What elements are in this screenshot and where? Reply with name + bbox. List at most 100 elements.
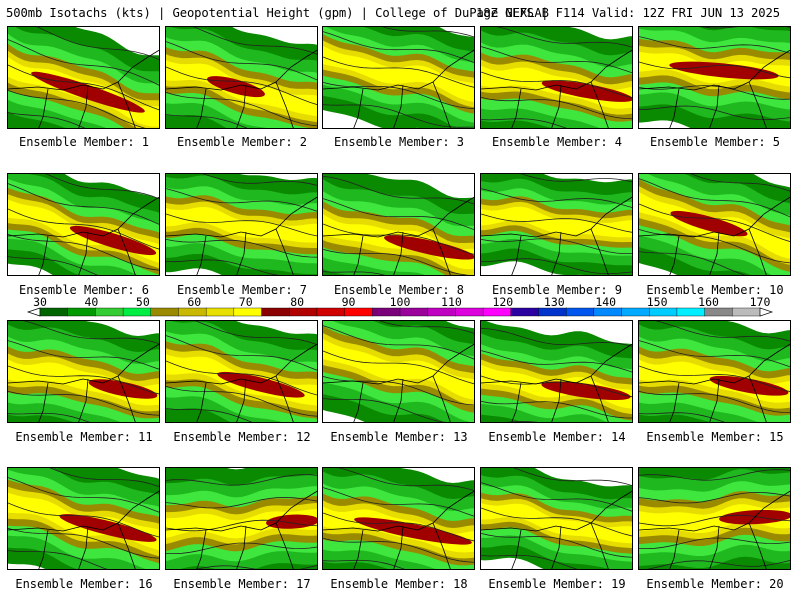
height-contour <box>8 528 159 559</box>
height-contour <box>8 412 91 422</box>
height-contour <box>166 41 317 81</box>
height-contour <box>481 350 632 373</box>
ensemble-member-map <box>165 320 318 423</box>
colorbar-swatch <box>455 307 484 317</box>
colorbar-tick: 140 <box>595 295 617 309</box>
ensemble-member-map <box>322 173 475 276</box>
height-contour <box>639 365 790 392</box>
height-contour <box>323 376 474 406</box>
colorbar-tick: 170 <box>749 295 771 309</box>
isotach-map <box>639 468 790 569</box>
height-contour <box>323 31 474 64</box>
jet-core-shading <box>354 517 472 545</box>
isotach-shading <box>323 339 474 400</box>
height-contour <box>639 537 790 550</box>
political-borders <box>481 49 632 128</box>
height-contour <box>8 234 159 271</box>
ensemble-member-label: Ensemble Member: 11 <box>15 430 153 444</box>
jet-core-shading <box>217 371 305 398</box>
colorbar-tick: 40 <box>84 295 99 309</box>
height-contour <box>22 321 159 344</box>
ensemble-member-label: Ensemble Member: 16 <box>15 577 153 591</box>
ensemble-member-map <box>7 467 160 570</box>
ensemble-member-map <box>165 173 318 276</box>
height-contour <box>194 321 317 345</box>
height-contour <box>382 27 474 38</box>
colorbar-tick: 90 <box>341 295 356 309</box>
isotach-map <box>481 174 632 275</box>
colorbar-swatch <box>538 307 567 317</box>
ensemble-member-label: Ensemble Member: 7 <box>176 283 308 297</box>
colorbar-swatch <box>649 307 678 317</box>
height-contour <box>323 325 474 360</box>
height-contour <box>654 321 790 342</box>
colorbar-swatch <box>39 307 69 317</box>
ensemble-member-label: Ensemble Member: 12 <box>173 430 311 444</box>
ensemble-member-label: Ensemble Member: 2 <box>176 135 308 149</box>
height-contour <box>8 340 159 370</box>
height-contour <box>481 533 632 558</box>
map-header: 500mb Isotachs (kts) | Geopotential Heig… <box>6 5 796 21</box>
ensemble-member-label: Ensemble Member: 18 <box>330 577 468 591</box>
political-borders <box>8 196 159 275</box>
height-contour <box>639 412 725 422</box>
isotach-map <box>323 174 474 275</box>
height-contour <box>323 538 474 563</box>
colorbar-swatch <box>593 307 623 317</box>
height-contour <box>323 350 474 385</box>
colorbar-swatch <box>427 307 457 317</box>
height-contour <box>8 64 159 111</box>
height-contour <box>192 27 317 55</box>
colorbar-swatches <box>26 307 774 317</box>
height-contour <box>639 178 790 218</box>
isotach-map <box>481 468 632 569</box>
jet-core-shading <box>384 235 474 260</box>
ensemble-member-map <box>322 467 475 570</box>
colorbar-tick: 50 <box>135 295 150 309</box>
political-borders <box>8 490 159 569</box>
height-contour <box>481 328 632 347</box>
political-borders <box>8 343 159 422</box>
political-borders <box>166 343 317 422</box>
colorbar-tick: 80 <box>290 295 305 309</box>
height-contour <box>8 256 98 275</box>
height-contour <box>481 213 632 233</box>
isotach-map <box>8 321 159 422</box>
height-contour <box>481 401 632 419</box>
isotach-map <box>166 27 317 128</box>
height-contour <box>8 208 159 250</box>
isotach-map <box>166 174 317 275</box>
isotach-map <box>8 27 159 128</box>
isotach-map <box>481 321 632 422</box>
height-contour <box>166 335 317 371</box>
isotach-shading <box>166 207 317 243</box>
colorbar-swatch <box>67 307 97 317</box>
height-contour <box>323 56 474 88</box>
political-borders <box>323 343 474 422</box>
ensemble-member-map <box>480 467 633 570</box>
height-contour <box>166 519 317 532</box>
ensemble-member-map <box>638 320 791 423</box>
height-contour <box>45 174 159 200</box>
colorbar-tick: 70 <box>238 295 253 309</box>
isotach-map <box>8 174 159 275</box>
height-contour <box>166 66 317 106</box>
colorbar-swatch <box>316 307 346 317</box>
ensemble-member-label: Ensemble Member: 19 <box>488 577 626 591</box>
height-contour <box>481 482 632 512</box>
colorbar-tick: 60 <box>187 295 202 309</box>
height-contour <box>8 502 159 538</box>
height-contour <box>166 496 317 509</box>
ensemble-member-label: Ensemble Member: 1 <box>18 135 150 149</box>
height-contour <box>481 238 632 255</box>
ensemble-member-label: Ensemble Member: 20 <box>646 577 784 591</box>
isotach-map <box>166 468 317 569</box>
colorbar-swatch <box>621 307 650 317</box>
ensemble-member-label: Ensemble Member: 6 <box>18 283 150 297</box>
ensemble-member-map <box>165 26 318 129</box>
height-contour <box>378 321 474 334</box>
height-contour <box>690 174 790 192</box>
ensemble-member-map <box>7 320 160 423</box>
ensemble-member-label: Ensemble Member: 10 <box>646 283 784 297</box>
colorbar-tick: 100 <box>389 295 411 309</box>
